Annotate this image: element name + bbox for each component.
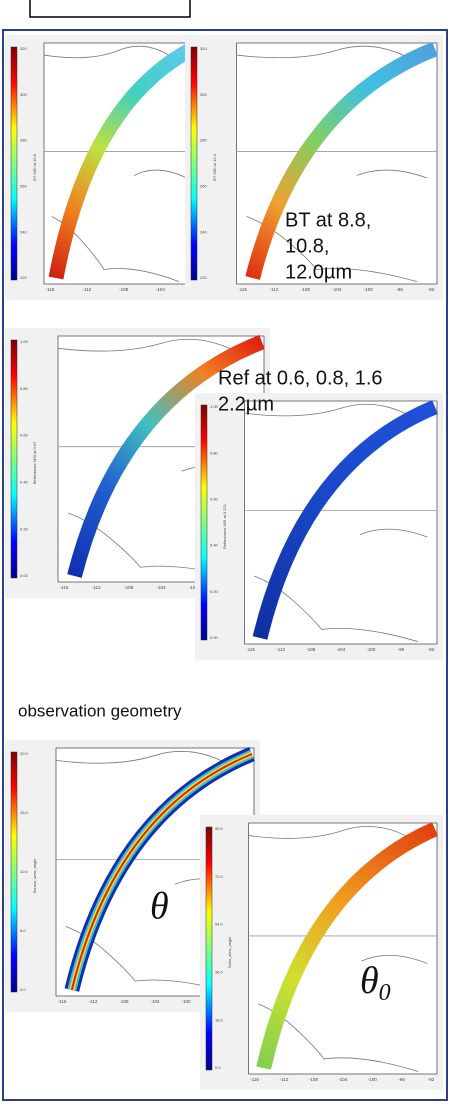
map-panel: 320 300 280 260 240 220 BT MSI at 10.8 -116 -112… bbox=[5, 35, 200, 300]
colorbar-tick-label: 320 bbox=[200, 46, 207, 51]
x-tick-label: -104 bbox=[332, 287, 342, 292]
colorbar-tick-label: 20.0 bbox=[20, 751, 29, 756]
map-panel: 90.0 72.0 54.0 36.0 18.0 0.0 Solar_view_angle -… bbox=[200, 815, 443, 1090]
x-tick-label: -104 bbox=[156, 585, 166, 590]
x-tick-label: -108 bbox=[124, 585, 134, 590]
section-heading: observation geometry bbox=[18, 701, 182, 720]
colorbar-tick-label: 36.0 bbox=[215, 969, 224, 974]
colorbar-tick-label: 0.00 bbox=[210, 635, 219, 640]
x-tick-label: -104 bbox=[336, 647, 346, 652]
colorbar-tick-label: 0.0 bbox=[215, 1065, 221, 1070]
x-tick-label: -100 bbox=[366, 647, 376, 652]
x-tick-label: -112 bbox=[276, 647, 285, 652]
colorbar-tick-label: 0.60 bbox=[210, 496, 219, 501]
x-tick-label: -112 bbox=[92, 585, 101, 590]
colorbar-tick-label: 240 bbox=[20, 229, 27, 234]
figure: 320 300 280 260 240 220 BT MSI at 10.8 -116 -112… bbox=[0, 0, 450, 1104]
x-tick-label: -104 bbox=[338, 1077, 348, 1082]
x-tick-label: -96 bbox=[398, 1077, 405, 1082]
x-tick-label: -112 bbox=[89, 999, 98, 1004]
x-tick-label: -96 bbox=[396, 287, 403, 292]
colorbar-label: BT MSI at 10.8 bbox=[32, 153, 37, 180]
ref-caption: Ref at 0.6, 0.8, 1.6 bbox=[218, 367, 383, 389]
x-tick-label: -104 bbox=[150, 999, 160, 1004]
x-tick-label: -116 bbox=[46, 287, 55, 292]
map-panel: 320 300 280 260 240 220 BT MSI at 12.0 -116 -112… bbox=[185, 35, 443, 300]
x-tick-label: -112 bbox=[82, 287, 91, 292]
colorbar-label: Reflectance MSI at 0.67 bbox=[32, 441, 37, 484]
colorbar-tick-label: 260 bbox=[200, 183, 207, 188]
colorbar-tick-label: 300 bbox=[20, 92, 27, 97]
map-panel: 1.000.800.600.400.200.00Reflectance MSI … bbox=[195, 393, 443, 660]
colorbar-tick-label: 0.40 bbox=[210, 543, 219, 548]
colorbar bbox=[11, 47, 17, 280]
x-tick-label: -92 bbox=[428, 647, 435, 652]
colorbar-tick-label: 280 bbox=[200, 138, 207, 143]
colorbar-tick-label: 220 bbox=[200, 275, 207, 280]
x-tick-label: -100 bbox=[368, 1077, 378, 1082]
colorbar-tick-label: 300 bbox=[200, 92, 207, 97]
colorbar-tick-label: 240 bbox=[200, 229, 207, 234]
colorbar bbox=[11, 340, 17, 578]
x-tick-label: -108 bbox=[119, 999, 129, 1004]
content: 320 300 280 260 240 220 BT MSI at 10.8 -116 -112… bbox=[5, 35, 443, 1090]
x-tick-label: -108 bbox=[301, 287, 311, 292]
bt-caption: BT at 8.8, bbox=[285, 209, 371, 231]
x-tick-label: -116 bbox=[60, 585, 69, 590]
colorbar-label: Sensor_view_angle bbox=[32, 858, 37, 894]
colorbar bbox=[11, 752, 17, 992]
x-tick-label: -116 bbox=[58, 999, 67, 1004]
colorbar bbox=[206, 827, 212, 1070]
colorbar-tick-label: 280 bbox=[20, 138, 27, 143]
colorbar-tick-label: 1.00 bbox=[20, 339, 29, 344]
theta0-subscript: 0 bbox=[379, 980, 391, 1006]
x-tick-label: -100 bbox=[364, 287, 374, 292]
colorbar-tick-label: 54.0 bbox=[215, 922, 224, 927]
colorbar-tick-label: 0.80 bbox=[210, 450, 219, 455]
colorbar-tick-label: 0.0 bbox=[20, 987, 26, 992]
x-tick-label: -112 bbox=[270, 287, 279, 292]
x-tick-label: -104 bbox=[156, 287, 166, 292]
x-tick-label: -108 bbox=[309, 1077, 319, 1082]
colorbar-tick-label: 72.0 bbox=[215, 874, 224, 879]
x-tick-label: -108 bbox=[306, 647, 316, 652]
x-tick-label: -112 bbox=[280, 1077, 289, 1082]
bt-caption: 10.8, bbox=[285, 235, 329, 257]
colorbar bbox=[201, 405, 207, 640]
colorbar-label: Solar_view_angle bbox=[227, 936, 232, 968]
colorbar-label: Reflectance MSI at 0.221 bbox=[222, 503, 227, 549]
colorbar-tick-label: 0.60 bbox=[20, 433, 29, 438]
colorbar-tick-label: 0.00 bbox=[20, 573, 29, 578]
x-tick-label: -100 bbox=[181, 999, 191, 1004]
colorbar-tick-label: 0.80 bbox=[20, 386, 29, 391]
colorbar-tick-label: 15.0 bbox=[20, 810, 29, 815]
x-tick-label: -116 bbox=[246, 647, 255, 652]
colorbar-tick-label: 5.0 bbox=[20, 928, 26, 933]
top-box bbox=[30, 0, 190, 17]
theta-symbol: θ bbox=[150, 886, 169, 928]
x-tick-label: -108 bbox=[119, 287, 129, 292]
colorbar-tick-label: 0.40 bbox=[20, 479, 29, 484]
colorbar-tick-label: 320 bbox=[20, 46, 27, 51]
colorbar-tick-label: 220 bbox=[20, 275, 27, 280]
x-tick-label: -116 bbox=[250, 1077, 259, 1082]
x-tick-label: -92 bbox=[428, 1077, 435, 1082]
x-tick-label: -116 bbox=[238, 287, 247, 292]
x-tick-label: -92 bbox=[428, 287, 435, 292]
colorbar-tick-label: 18.0 bbox=[215, 1017, 224, 1022]
theta0-base: θ bbox=[360, 960, 379, 1002]
colorbar-tick-label: 10.0 bbox=[20, 869, 29, 874]
ref-caption: 2.2µm bbox=[218, 393, 274, 415]
x-tick-label: -96 bbox=[398, 647, 405, 652]
colorbar-tick-label: 90.0 bbox=[215, 826, 224, 831]
colorbar bbox=[191, 47, 197, 280]
bt-caption: 12.0µm bbox=[285, 261, 352, 283]
colorbar-label: BT MSI at 12.0 bbox=[212, 153, 217, 180]
colorbar-tick-label: 260 bbox=[20, 183, 27, 188]
colorbar-tick-label: 0.20 bbox=[210, 589, 219, 594]
colorbar-tick-label: 0.20 bbox=[20, 526, 29, 531]
